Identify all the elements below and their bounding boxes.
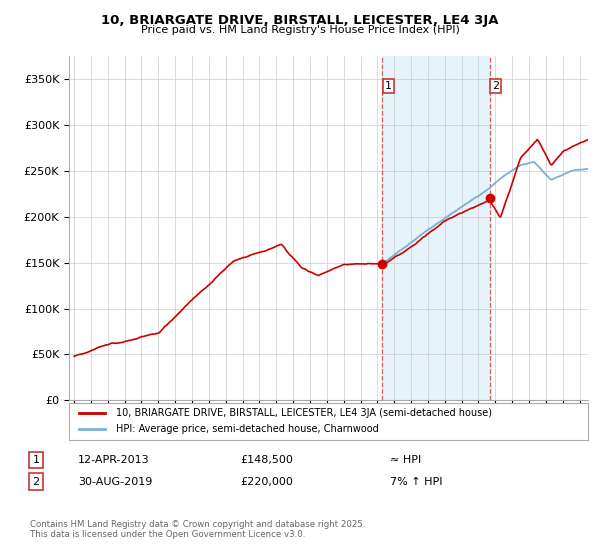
Text: 1: 1 — [385, 81, 392, 91]
Text: 2: 2 — [32, 477, 40, 487]
Text: 30-AUG-2019: 30-AUG-2019 — [78, 477, 152, 487]
Text: 1: 1 — [32, 455, 40, 465]
Text: ≈ HPI: ≈ HPI — [390, 455, 421, 465]
Bar — [382, 56, 490, 400]
Text: 12-APR-2013: 12-APR-2013 — [78, 455, 149, 465]
Text: 2: 2 — [492, 81, 499, 91]
Text: 10, BRIARGATE DRIVE, BIRSTALL, LEICESTER, LE4 3JA: 10, BRIARGATE DRIVE, BIRSTALL, LEICESTER… — [101, 14, 499, 27]
Text: £148,500: £148,500 — [240, 455, 293, 465]
Text: 7% ↑ HPI: 7% ↑ HPI — [390, 477, 443, 487]
Text: 10, BRIARGATE DRIVE, BIRSTALL, LEICESTER, LE4 3JA (semi-detached house): 10, BRIARGATE DRIVE, BIRSTALL, LEICESTER… — [116, 408, 492, 418]
Text: Contains HM Land Registry data © Crown copyright and database right 2025.
This d: Contains HM Land Registry data © Crown c… — [30, 520, 365, 539]
Text: £220,000: £220,000 — [240, 477, 293, 487]
Text: Price paid vs. HM Land Registry's House Price Index (HPI): Price paid vs. HM Land Registry's House … — [140, 25, 460, 35]
Text: HPI: Average price, semi-detached house, Charnwood: HPI: Average price, semi-detached house,… — [116, 424, 379, 435]
